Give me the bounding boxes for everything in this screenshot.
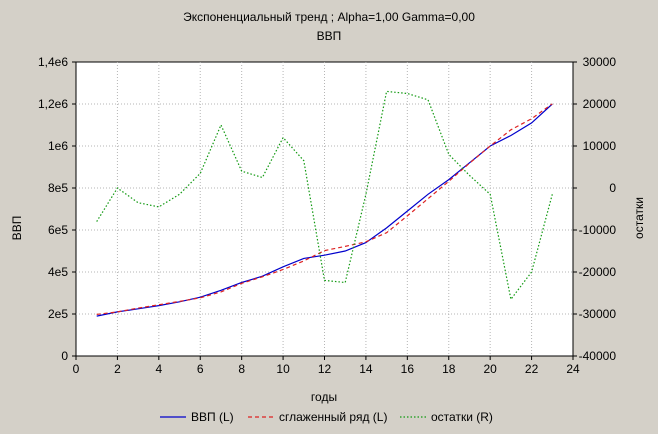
- y-left-tick-label: 1,4e6: [38, 55, 68, 69]
- x-tick-label: 12: [318, 362, 332, 376]
- y-left-tick-label: 1,2e6: [38, 97, 68, 111]
- x-axis-label: годы: [311, 390, 337, 404]
- y-right-tick-label: 10000: [583, 139, 617, 153]
- x-tick-label: 20: [483, 362, 497, 376]
- y-left-tick-label: 4e5: [48, 265, 68, 279]
- series-line-3: [96, 90, 553, 301]
- y-right-tick-label: 30000: [583, 55, 617, 69]
- x-tick-label: 22: [525, 362, 539, 376]
- y-left-tick-label: 1e6: [48, 139, 68, 153]
- x-tick-label: 8: [238, 362, 245, 376]
- y-left-tick-label: 8e5: [48, 181, 68, 195]
- y-right-tick-label: -40000: [579, 349, 617, 363]
- x-tick-label: 14: [359, 362, 373, 376]
- legend: ВВП (L) сглаженный ряд (L) остатки (R): [160, 410, 493, 424]
- x-tick-label: 2: [114, 362, 121, 376]
- y-right-tick-label: 20000: [583, 97, 617, 111]
- y-right-tick-label: -30000: [579, 307, 617, 321]
- legend-label-series-2: сглаженный ряд (L): [279, 410, 387, 424]
- x-tick-label: 0: [73, 362, 80, 376]
- x-tick-label: 24: [566, 362, 580, 376]
- y-right-tick-label: -20000: [579, 265, 617, 279]
- x-tick-label: 4: [155, 362, 162, 376]
- x-tick-label: 6: [197, 362, 204, 376]
- ticks: 0 2 4 6 8 10 12 14 16 18 20 22 2402e54e56e58e51e61,2…: [38, 55, 616, 376]
- legend-label-series-3: остатки (R): [431, 410, 493, 424]
- y-right-tick-label: 0: [609, 181, 616, 195]
- chart-title: Экспоненциальный тренд ; Alpha=1,00 Gamm…: [183, 10, 475, 24]
- y-axis-label-right: остатки: [632, 197, 646, 239]
- series-lines: [96, 90, 553, 317]
- y-left-tick-label: 2e5: [48, 307, 68, 321]
- legend-label-series-1: ВВП (L): [191, 410, 234, 424]
- series-line-2: [96, 103, 553, 315]
- y-left-tick-label: 6e5: [48, 223, 68, 237]
- chart-subtitle: ВВП: [317, 29, 342, 43]
- x-tick-label: 16: [401, 362, 415, 376]
- y-axis-label-left: ВВП: [10, 216, 24, 241]
- x-tick-label: 10: [276, 362, 290, 376]
- y-left-tick-label: 0: [61, 349, 68, 363]
- y-right-tick-label: -10000: [579, 223, 617, 237]
- x-tick-label: 18: [442, 362, 456, 376]
